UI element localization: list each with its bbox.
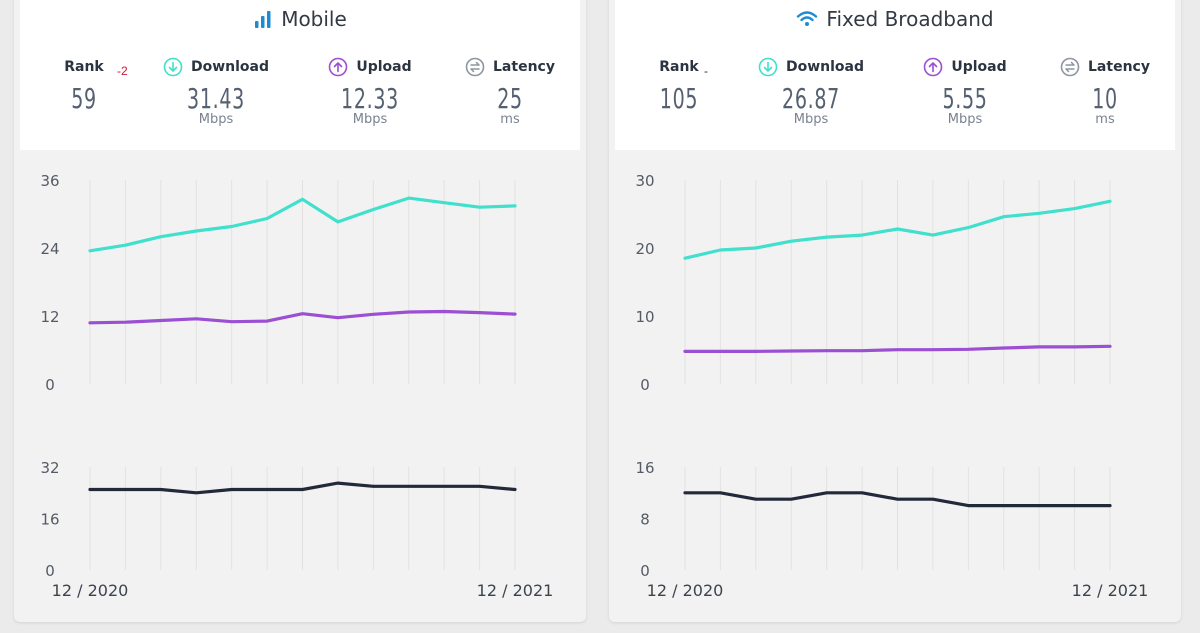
- mobile-end-date: 12 / 2021: [477, 581, 554, 600]
- upload-value: 12.33: [341, 82, 399, 115]
- upload-metric: Upload 5.55 Mbps: [900, 54, 1030, 127]
- fixed-summary: Fixed Broadband Rank 105 - Download 26.8…: [615, 0, 1175, 150]
- mobile-latency-tick-label: 16: [40, 511, 59, 529]
- mobile-upload-line: [88, 309, 517, 325]
- fixed-speed-tick-label: 20: [635, 240, 654, 258]
- mobile-latency-line: [88, 481, 517, 495]
- upload-metric: Upload 12.33 Mbps: [305, 54, 435, 127]
- upload-icon: [923, 57, 943, 77]
- download-value: 31.43: [187, 82, 245, 115]
- mobile-summary: Mobile Rank 59 -2 Download 31.43 Mbps Up…: [20, 0, 580, 150]
- mobile-download-line: [88, 196, 517, 253]
- fixed-download-line: [683, 199, 1112, 260]
- fixed-title-text: Fixed Broadband: [826, 7, 994, 31]
- download-icon: [758, 57, 778, 77]
- upload-label: Upload: [951, 59, 1007, 75]
- fixed-speed-axis: 0 10 20 30: [635, 172, 654, 394]
- mobile-start-date: 12 / 2020: [52, 581, 129, 600]
- rank-value: 105: [659, 82, 699, 115]
- upload-unit: Mbps: [947, 112, 983, 127]
- fixed-latency-axis: 0 8 16: [635, 459, 654, 580]
- upload-value: 5.55: [942, 82, 988, 115]
- wifi-icon: [797, 11, 818, 26]
- download-icon: [163, 57, 183, 77]
- download-unit: Mbps: [793, 112, 829, 127]
- upload-label: Upload: [356, 59, 412, 75]
- download-metric: Download 26.87 Mbps: [746, 54, 876, 127]
- fixed-latency-line: [683, 491, 1112, 508]
- fixed-lines: [683, 199, 1112, 508]
- rank-metric: Rank 105: [614, 54, 744, 116]
- mobile-panel: Mobile Rank 59 -2 Download 31.43 Mbps Up…: [14, 0, 586, 622]
- rank-label: Rank: [659, 59, 699, 75]
- fixed-broadband-panel: Fixed Broadband Rank 105 - Download 26.8…: [609, 0, 1181, 622]
- fixed-speed-tick-label: 10: [635, 308, 654, 326]
- latency-unit: ms: [1095, 112, 1115, 127]
- latency-label: Latency: [493, 59, 555, 75]
- download-metric: Download 31.43 Mbps: [151, 54, 281, 127]
- rank-label: Rank: [64, 59, 104, 75]
- mobile-grid: [89, 180, 516, 570]
- download-label: Download: [190, 59, 270, 75]
- latency-icon: [1060, 57, 1080, 77]
- fixed-latency-tick-label: 16: [635, 459, 654, 477]
- mobile-title-text: Mobile: [281, 7, 347, 31]
- mobile-speed-tick-label: 12: [40, 308, 59, 326]
- download-label: Download: [785, 59, 865, 75]
- fixed-chart: 0 10 20 30 0 8 16 12 / 2020 12 / 2021: [635, 172, 1149, 600]
- mobile-speed-tick-label: 24: [40, 240, 59, 258]
- mobile-speed-tick-label: 0: [45, 376, 55, 394]
- mobile-title: Mobile: [20, 4, 580, 34]
- fixed-title: Fixed Broadband: [615, 4, 1175, 34]
- mobile-speed-axis: 0 12 24 36: [40, 172, 59, 394]
- fixed-latency-tick-label: 8: [640, 511, 650, 529]
- latency-metric: Latency 10 ms: [1040, 54, 1170, 127]
- mobile-latency-axis: 0 16 32: [40, 459, 59, 580]
- fixed-end-date: 12 / 2021: [1072, 581, 1149, 600]
- upload-unit: Mbps: [352, 112, 388, 127]
- fixed-speed-tick-label: 30: [635, 172, 654, 190]
- fixed-speed-tick-label: 0: [640, 376, 650, 394]
- mobile-latency-tick-label: 0: [45, 562, 55, 580]
- rank-metric: Rank 59: [19, 54, 149, 116]
- latency-value: 10: [1092, 82, 1118, 115]
- fixed-upload-line: [683, 344, 1112, 353]
- signal-bars-icon: [255, 11, 271, 28]
- latency-icon: [465, 57, 485, 77]
- latency-label: Latency: [1088, 59, 1150, 75]
- fixed-grid: [684, 180, 1111, 570]
- latency-metric: Latency 25 ms: [445, 54, 575, 127]
- rank-delta: -2: [117, 64, 128, 78]
- upload-icon: [328, 57, 348, 77]
- latency-value: 25: [497, 82, 523, 115]
- rank-delta: -: [704, 64, 708, 78]
- fixed-latency-tick-label: 0: [640, 562, 650, 580]
- download-unit: Mbps: [198, 112, 234, 127]
- fixed-start-date: 12 / 2020: [647, 581, 724, 600]
- latency-unit: ms: [500, 112, 520, 127]
- mobile-chart: 0 12 24 36 0 16 32 12 / 2020 12 / 2021: [40, 172, 554, 600]
- rank-value: 59: [71, 82, 97, 115]
- download-value: 26.87: [782, 82, 840, 115]
- mobile-latency-tick-label: 32: [40, 459, 59, 477]
- mobile-lines: [88, 196, 517, 495]
- mobile-speed-tick-label: 36: [40, 172, 59, 190]
